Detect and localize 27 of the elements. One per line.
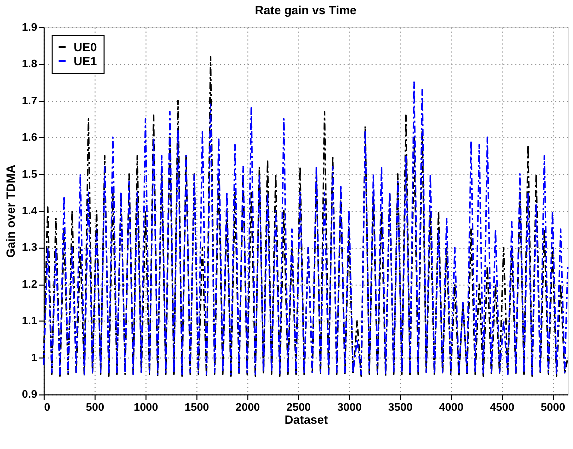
x-tick-label: 500 [86, 402, 104, 414]
x-axis-title: Dataset [284, 413, 328, 428]
y-axis-title: Gain over TDMA [4, 164, 18, 258]
x-tick-label: 5000 [541, 402, 566, 414]
x-tick-label: 2500 [286, 402, 312, 414]
x-tick-label: 3000 [338, 402, 362, 414]
y-tick-label: 1.4 [22, 206, 38, 218]
x-tick-label: 1000 [134, 402, 158, 414]
y-tick-label: 1.5 [22, 168, 38, 181]
y-tick-label: 1.2 [22, 278, 38, 291]
y-tick-label: 1.8 [22, 58, 38, 71]
y-tick-label: 1 [31, 352, 38, 364]
x-tick-label: 4000 [439, 402, 464, 414]
y-tick-label: 1.3 [22, 242, 38, 254]
x-tick-label: 2000 [236, 402, 260, 414]
x-tick-label: 3500 [388, 402, 413, 414]
legend-label: UE1 [74, 54, 98, 68]
y-tick-label: 1.1 [22, 316, 38, 328]
x-tick-label: 0 [44, 402, 51, 414]
y-tick-label: 0.9 [22, 389, 38, 402]
chart-title: Rate gain vs Time [255, 3, 358, 18]
y-tick-label: 1.7 [22, 95, 38, 108]
y-tick-label: 1.6 [22, 132, 38, 144]
x-tick-label: 4500 [490, 402, 515, 414]
legend-label: UE0 [74, 40, 98, 54]
x-tick-label: 1500 [184, 402, 210, 414]
y-tick-label: 1.9 [22, 22, 38, 34]
